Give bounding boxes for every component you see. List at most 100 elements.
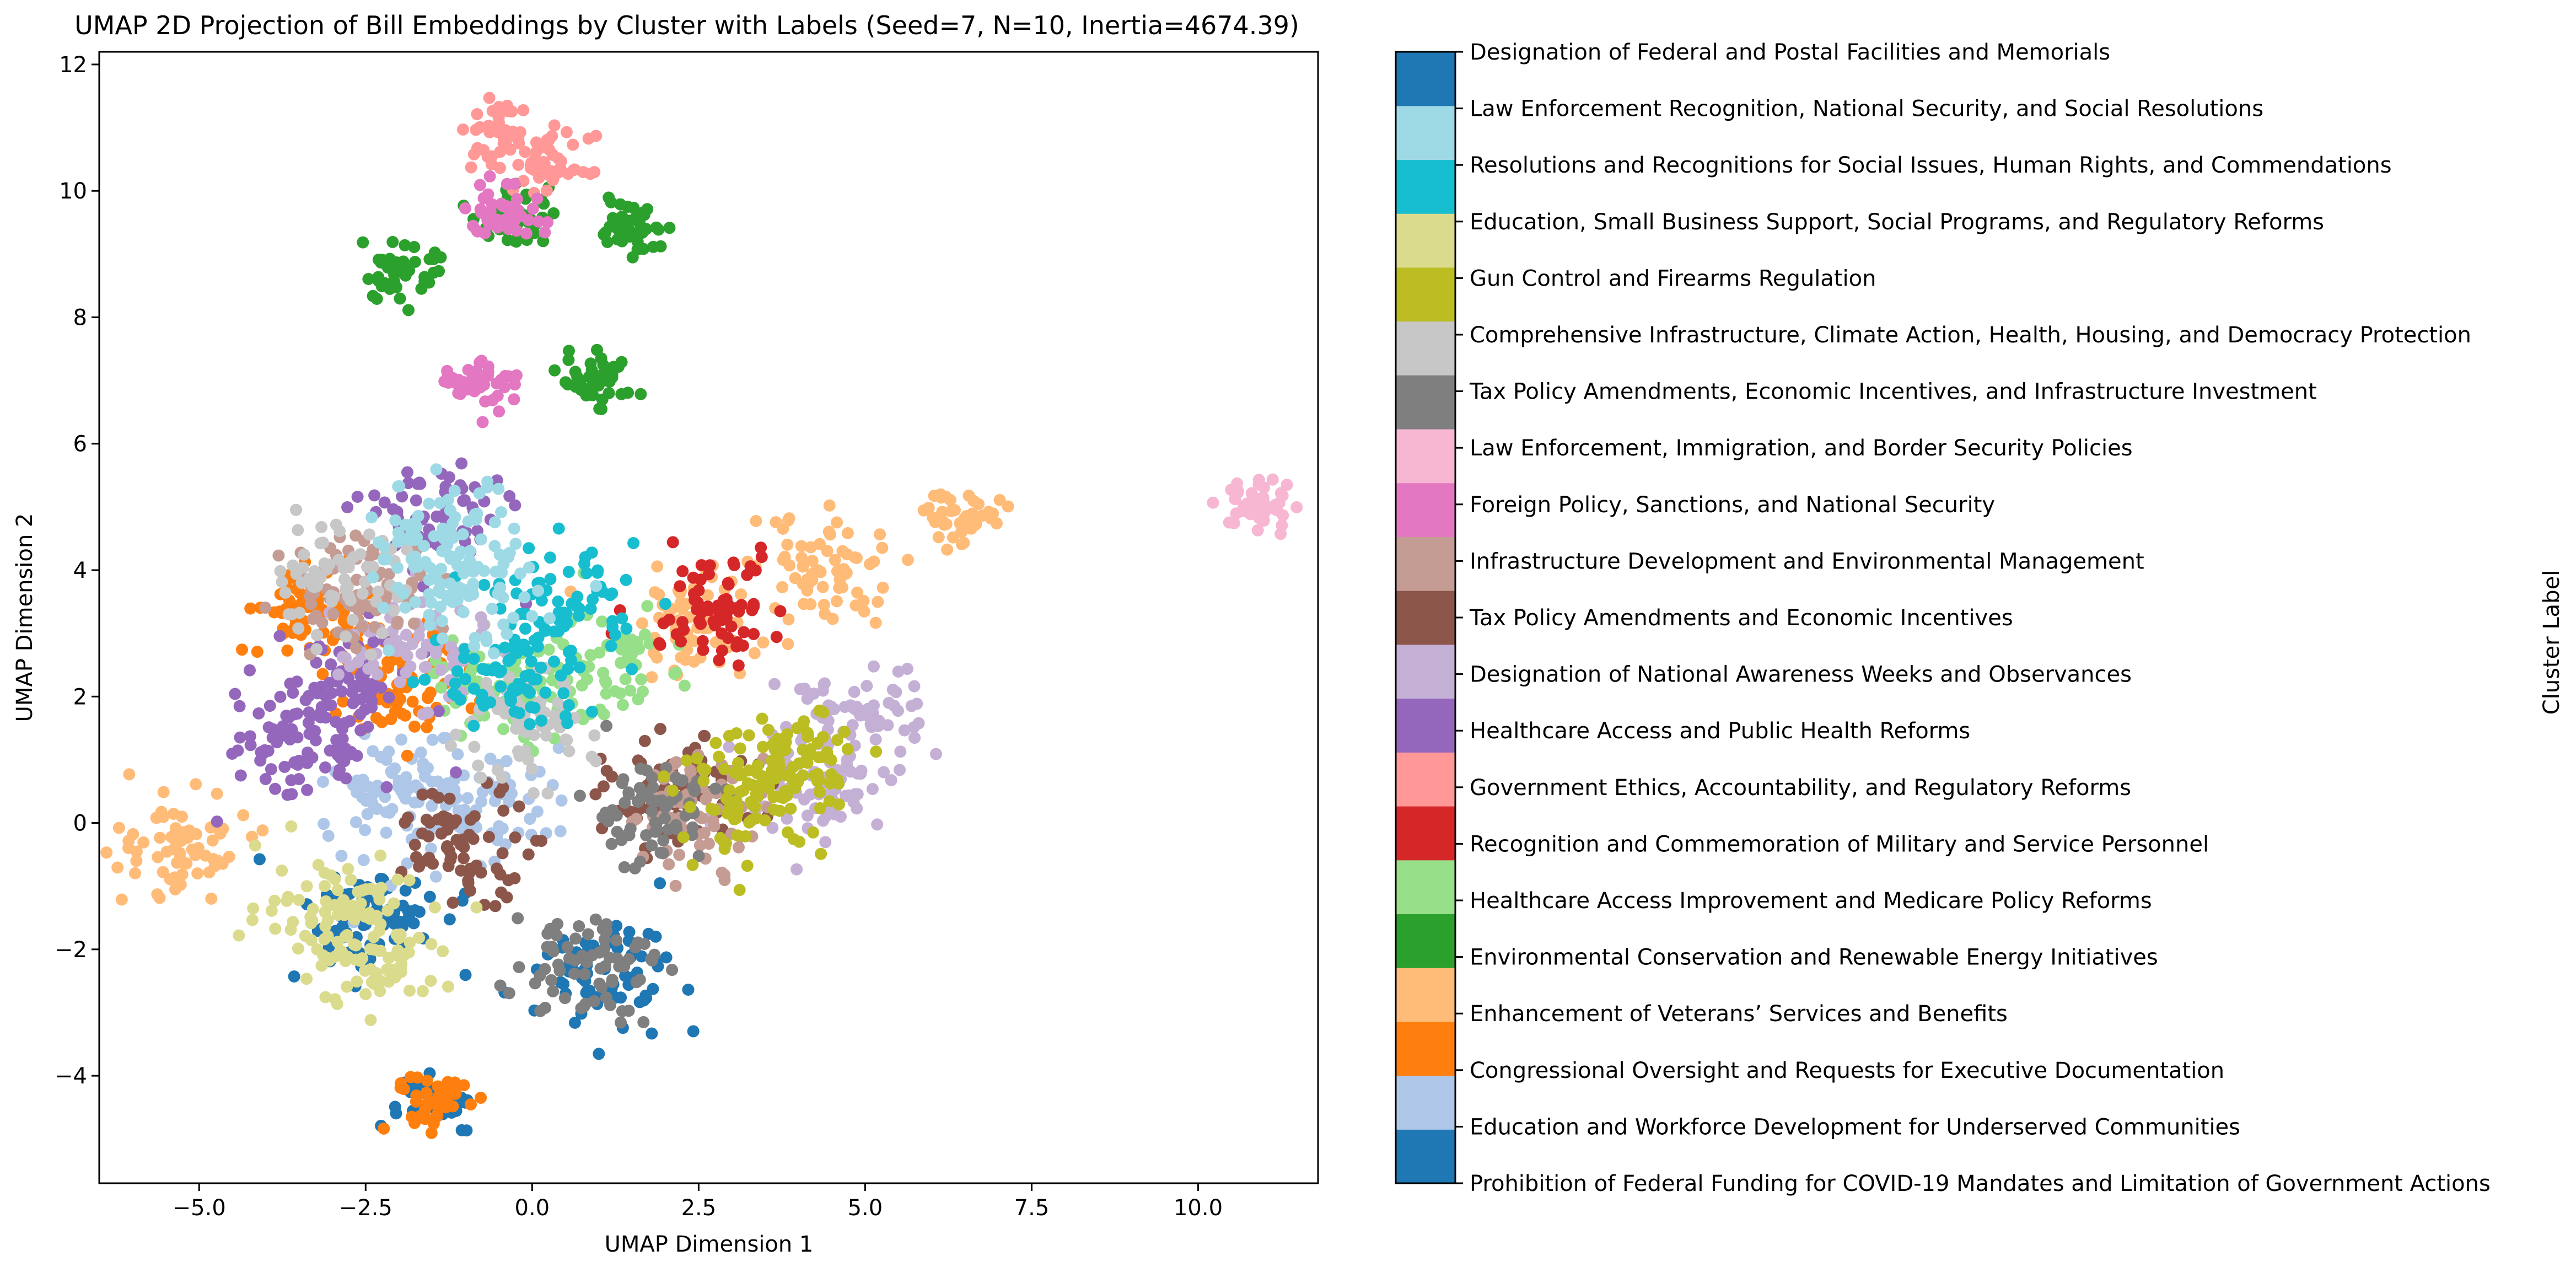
scatter-point bbox=[367, 636, 380, 648]
scatter-point bbox=[380, 781, 393, 793]
scatter-point bbox=[707, 814, 719, 827]
scatter-point bbox=[483, 92, 496, 104]
scatter-point bbox=[548, 119, 561, 132]
scatter-point bbox=[395, 958, 408, 970]
scatter-point bbox=[509, 378, 521, 391]
scatter-point bbox=[401, 466, 413, 479]
scatter-point bbox=[437, 732, 450, 744]
scatter-point bbox=[687, 781, 699, 793]
scatter-point bbox=[422, 690, 434, 702]
scatter-point bbox=[160, 845, 173, 858]
scatter-point bbox=[658, 770, 670, 783]
scatter-point bbox=[778, 735, 790, 748]
scatter-point bbox=[435, 562, 448, 575]
scatter-point bbox=[569, 366, 582, 378]
scatter-point bbox=[823, 499, 836, 512]
scatter-point bbox=[554, 825, 567, 838]
scatter-point bbox=[648, 647, 660, 659]
scatter-point bbox=[632, 796, 644, 808]
scatter-point bbox=[590, 579, 603, 592]
scatter-point bbox=[512, 912, 524, 925]
colorbar-segment bbox=[1396, 698, 1455, 753]
scatter-point bbox=[392, 480, 405, 493]
scatter-point bbox=[901, 663, 913, 675]
scatter-point bbox=[869, 733, 882, 746]
colorbar-tick-label: Healthcare Access and Public Health Refo… bbox=[1470, 718, 1970, 744]
scatter-point bbox=[483, 170, 496, 183]
scatter-point bbox=[744, 560, 757, 573]
scatter-point bbox=[391, 618, 404, 630]
scatter-point bbox=[426, 787, 439, 800]
scatter-point bbox=[654, 846, 667, 859]
scatter-point bbox=[560, 376, 572, 389]
scatter-point bbox=[315, 701, 328, 713]
y-tick-label: 2 bbox=[73, 684, 87, 710]
scatter-point bbox=[447, 532, 459, 544]
scatter-point bbox=[488, 516, 501, 529]
scatter-point bbox=[292, 942, 304, 955]
scatter-point bbox=[507, 611, 520, 624]
scatter-point bbox=[421, 638, 433, 651]
scatter-point bbox=[288, 756, 300, 769]
scatter-point bbox=[500, 134, 513, 147]
scatter-point bbox=[530, 162, 542, 175]
y-tick-label: 0 bbox=[73, 811, 87, 836]
scatter-point bbox=[586, 949, 599, 962]
scatter-point bbox=[422, 706, 434, 719]
scatter-point bbox=[123, 768, 136, 781]
scatter-point bbox=[298, 548, 310, 561]
scatter-point bbox=[268, 894, 281, 907]
scatter-point bbox=[493, 405, 505, 418]
scatter-point bbox=[290, 568, 303, 580]
scatter-point bbox=[517, 104, 530, 116]
scatter-point bbox=[858, 605, 870, 618]
colorbar-tick-label: Tax Policy Amendments, Economic Incentiv… bbox=[1469, 379, 2317, 405]
scatter-point bbox=[671, 773, 684, 786]
scatter-point bbox=[357, 236, 369, 249]
scatter-point bbox=[816, 751, 829, 764]
scatter-point bbox=[762, 723, 775, 736]
scatter-point bbox=[728, 559, 740, 571]
scatter-point bbox=[657, 617, 670, 630]
scatter-point bbox=[529, 153, 541, 165]
scatter-point bbox=[496, 847, 509, 860]
scatter-point bbox=[663, 222, 676, 234]
scatter-point bbox=[673, 849, 686, 861]
scatter-point bbox=[418, 275, 431, 288]
scatter-point bbox=[795, 551, 808, 564]
scatter-point bbox=[367, 561, 379, 573]
scatter-point bbox=[619, 673, 632, 685]
scatter-point bbox=[413, 860, 426, 873]
scatter-point bbox=[432, 705, 445, 717]
scatter-point bbox=[874, 528, 886, 541]
scatter-point bbox=[288, 970, 300, 983]
scatter-point bbox=[419, 556, 432, 568]
scatter-point bbox=[603, 952, 616, 964]
scatter-point bbox=[380, 963, 393, 976]
scatter-point bbox=[482, 830, 495, 843]
scatter-point bbox=[841, 743, 854, 755]
scatter-point bbox=[471, 142, 483, 154]
scatter-point bbox=[639, 989, 652, 1002]
scatter-point bbox=[365, 701, 378, 714]
scatter-point bbox=[423, 1095, 436, 1108]
scatter-point bbox=[825, 768, 837, 781]
scatter-point bbox=[482, 360, 494, 373]
scatter-point bbox=[580, 986, 593, 999]
scatter-point bbox=[259, 773, 272, 785]
scatter-point bbox=[376, 627, 389, 640]
scatter-point bbox=[722, 578, 735, 591]
scatter-point bbox=[315, 520, 328, 533]
scatter-point bbox=[815, 847, 827, 860]
scatter-point bbox=[633, 973, 646, 986]
scatter-point bbox=[1237, 504, 1250, 517]
scatter-point bbox=[634, 388, 647, 400]
scatter-point bbox=[782, 638, 794, 651]
scatter-point bbox=[423, 588, 435, 600]
scatter-point bbox=[508, 393, 520, 406]
scatter-point bbox=[341, 980, 353, 993]
colorbar-segment bbox=[1396, 482, 1455, 538]
scatter-point bbox=[646, 1027, 658, 1040]
scatter-point bbox=[380, 806, 392, 819]
scatter-point bbox=[290, 503, 302, 516]
